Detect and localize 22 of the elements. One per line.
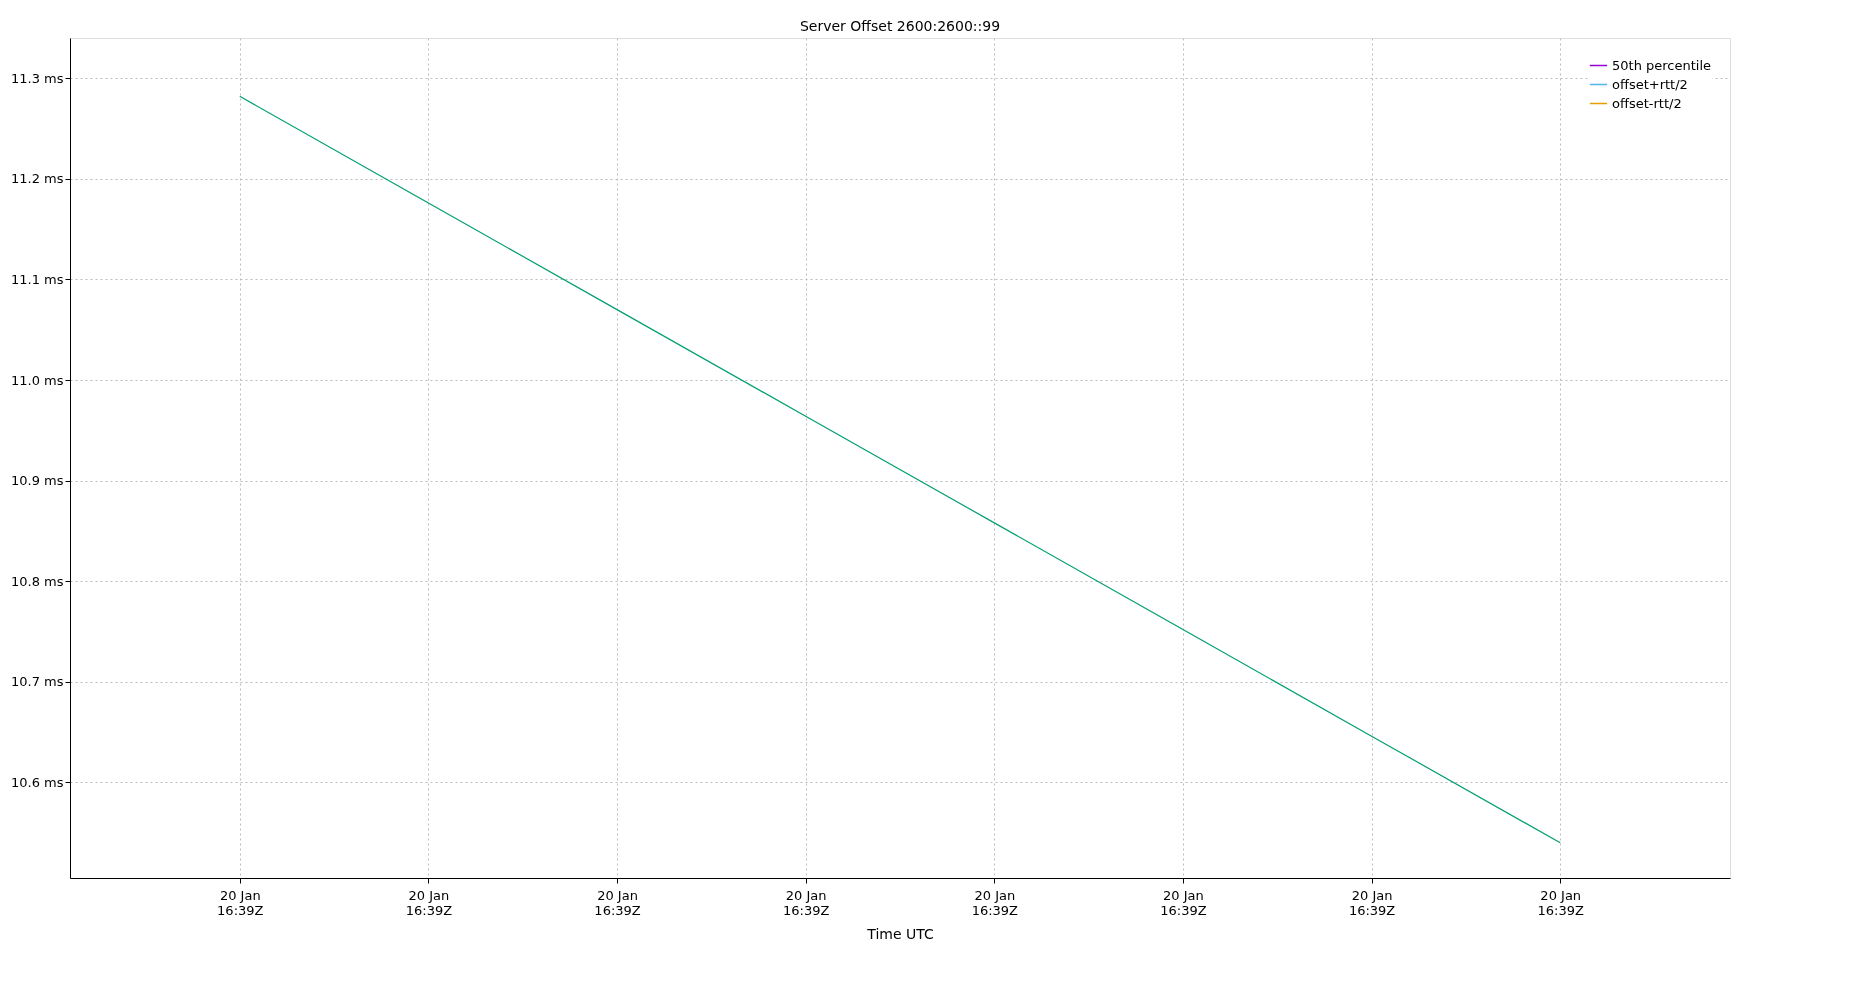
y-tick-label: 10.6 ms [10, 774, 64, 790]
y-tick-label: 11.1 ms [10, 271, 64, 287]
x-tick-label: 20 Jan 16:39Z [217, 887, 264, 918]
x-tick-label: 20 Jan 16:39Z [1348, 887, 1396, 918]
y-tick-label: 10.8 ms [10, 573, 64, 589]
x-tick-label: 20 Jan 16:39Z [1537, 887, 1584, 918]
y-tick-label: 11.2 ms [10, 171, 64, 187]
x-tick-label: 20 Jan 16:39Z [971, 887, 1019, 918]
chart-title: Server Offset 2600:2600::99 [799, 18, 1001, 34]
line-series [239, 95, 1561, 844]
legend-label: 50th percentile [1612, 57, 1712, 73]
legend-label: offset-rtt/2 [1612, 95, 1682, 111]
y-tick-label: 11.0 ms [10, 372, 64, 388]
x-tick-label: 20 Jan 16:39Z [782, 887, 830, 918]
y-tick-label: 10.7 ms [10, 674, 64, 690]
x-tick-label: 20 Jan 16:39Z [1160, 887, 1207, 918]
x-axis-title: Time UTC [866, 925, 934, 942]
y-tick-label: 10.9 ms [10, 473, 64, 489]
y-tick-label: 11.3 ms [10, 70, 64, 86]
x-tick-label: 20 Jan 16:39Z [405, 887, 453, 918]
x-tick-label: 20 Jan 16:39Z [594, 887, 641, 918]
legend-label: offset+rtt/2 [1612, 76, 1688, 92]
